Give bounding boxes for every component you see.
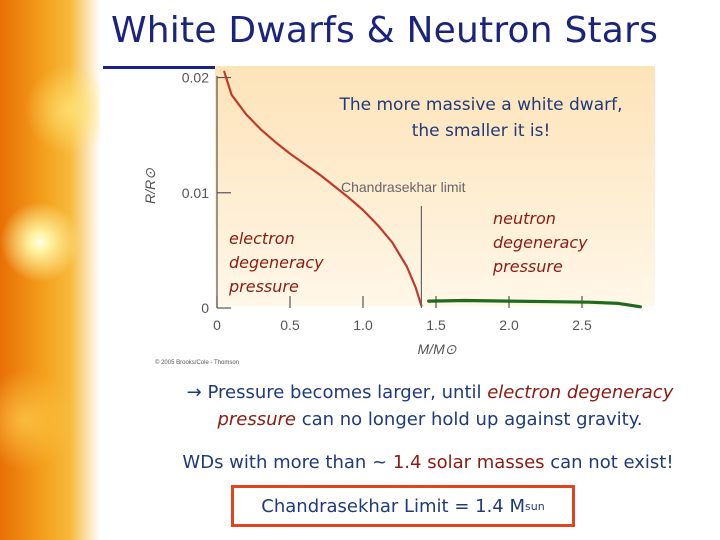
slide-title: White Dwarfs & Neutron Stars xyxy=(111,10,659,51)
neutron-label-line: pressure xyxy=(492,257,563,276)
electron-label-line: pressure xyxy=(228,277,299,296)
bullet-pre: Pressure becomes larger, until xyxy=(207,382,488,403)
chandrasekhar-label: Chandrasekhar limit xyxy=(341,179,466,195)
white-dwarf-curve xyxy=(223,70,423,307)
wd-post: can not exist! xyxy=(544,452,674,473)
x-tick-label: 1.0 xyxy=(353,317,373,333)
x-tick-label: 0 xyxy=(213,317,221,333)
chart-panel xyxy=(215,66,655,306)
copyright-text: © 2005 Brooks/Cole - Thomson xyxy=(155,359,239,366)
y-tick-label: 0.01 xyxy=(182,185,209,201)
x-axis-label: M/M⊙ xyxy=(418,341,457,357)
sun-surface-image xyxy=(0,0,100,540)
x-tick-label: 1.5 xyxy=(426,317,446,333)
electron-label-line: electron xyxy=(229,229,295,248)
callout-line-2: the smaller it is! xyxy=(412,121,551,141)
bullet-em2: pressure xyxy=(217,409,296,430)
wd-em: 1.4 solar masses xyxy=(392,452,545,473)
bullet-text: → Pressure becomes larger, until electro… xyxy=(170,379,690,433)
y-axis-label: R/R⊙ xyxy=(142,168,158,204)
neutron-label-line: degeneracy xyxy=(493,233,588,252)
wd-pre: WDs with more than ~ xyxy=(182,452,393,473)
bullet-em1: electron degeneracy xyxy=(487,382,674,403)
limit-label: Chandrasekhar Limit = 1.4 M xyxy=(261,495,526,517)
y-tick-label: 0 xyxy=(201,300,209,316)
neutron-star-curve xyxy=(427,298,642,309)
callout-line-1: The more massive a white dwarf, xyxy=(338,95,622,115)
limit-sub: sun xyxy=(525,499,545,513)
bullet-post: can no longer hold up against gravity. xyxy=(296,409,643,430)
wd-statement: WDs with more than ~ 1.4 solar masses ca… xyxy=(160,452,696,473)
mass-radius-chart: 0 0.01 0.02 0 0.5 1.0 1.5 2.0 2.5 R/R⊙ M/M⊙ © 2005… xyxy=(135,66,655,371)
x-tick-label: 2.5 xyxy=(572,317,592,333)
y-tick-label: 0.02 xyxy=(182,70,209,86)
x-tick-label: 0.5 xyxy=(280,317,300,333)
neutron-label-line: neutron xyxy=(493,209,556,228)
electron-label-line: degeneracy xyxy=(229,253,324,272)
chart-svg: 0 0.01 0.02 0 0.5 1.0 1.5 2.0 2.5 R/R⊙ M/M⊙ © 2005… xyxy=(142,66,655,366)
x-tick-label: 2.0 xyxy=(499,317,519,333)
arrow-icon: → xyxy=(186,382,202,403)
